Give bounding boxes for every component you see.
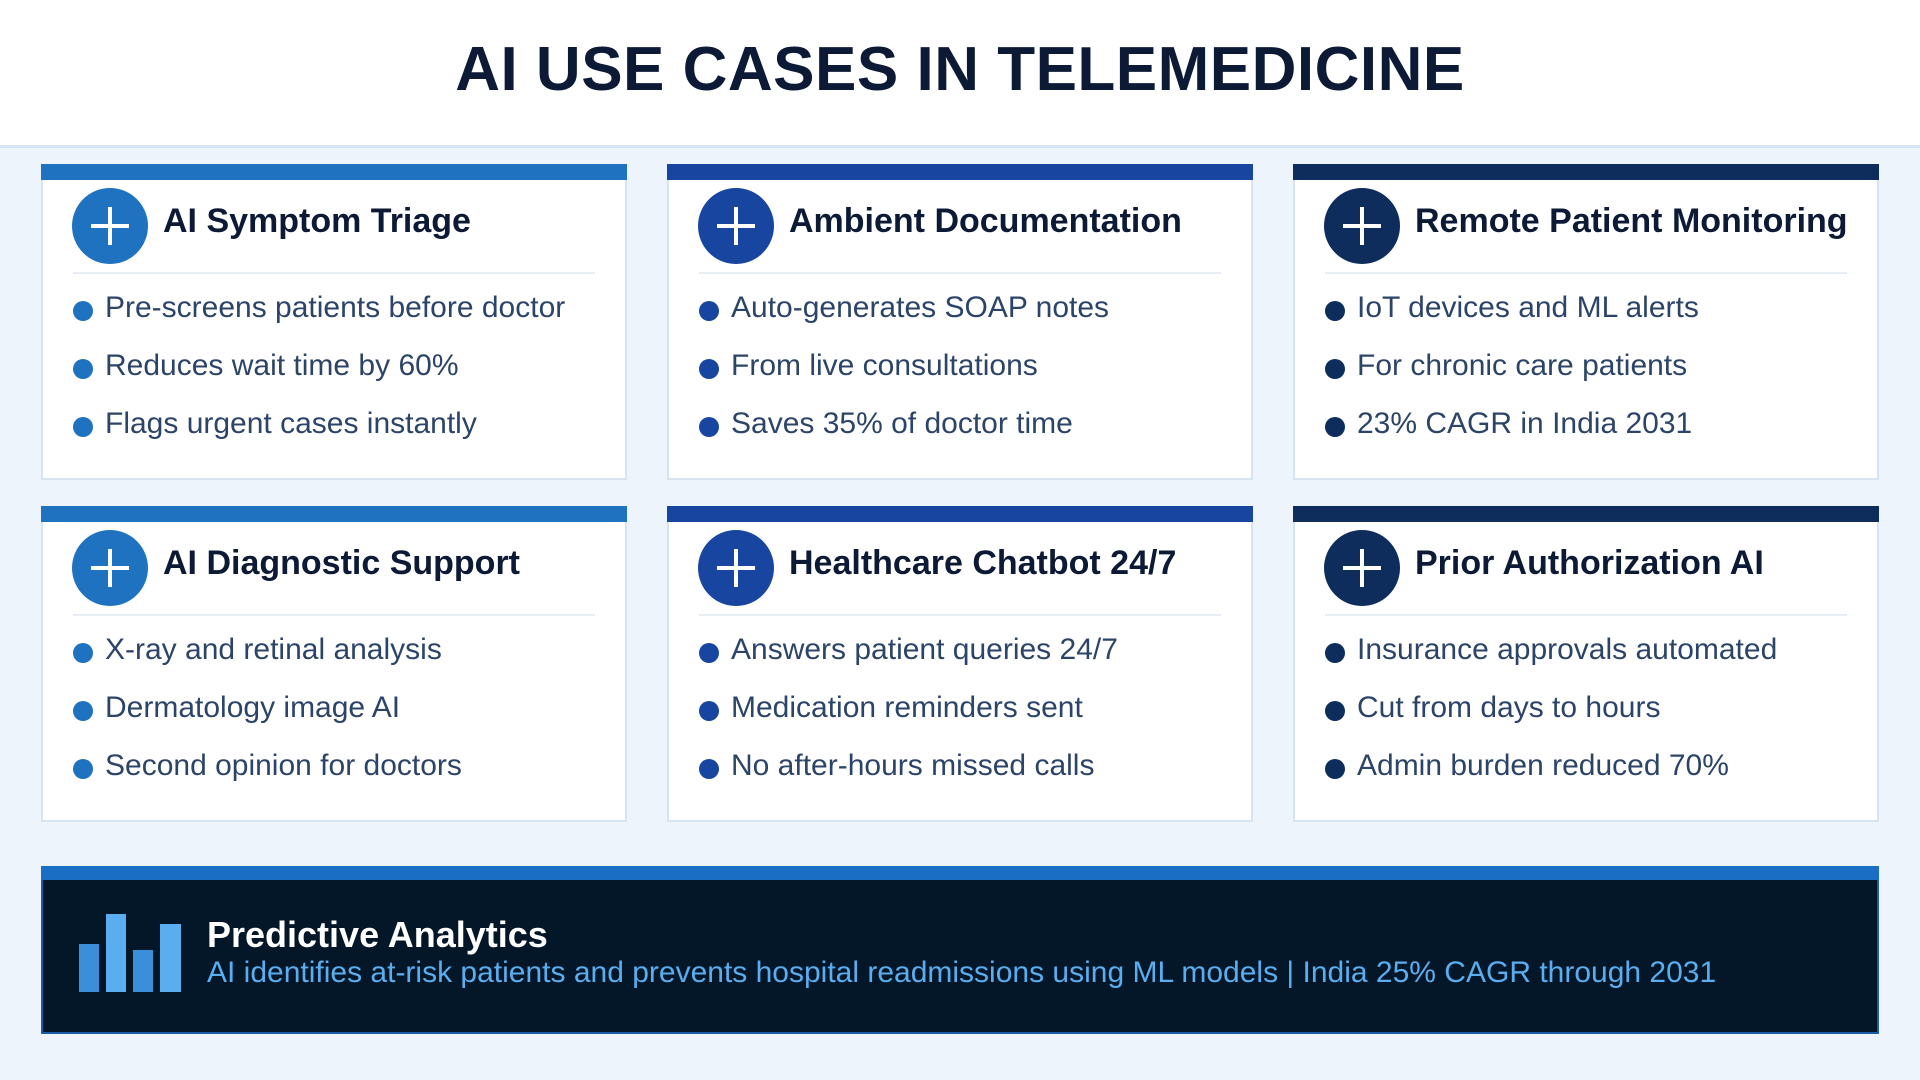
- card-accent-bar: [667, 164, 1253, 180]
- list-item-text: Saves 35% of doctor time: [731, 407, 1073, 440]
- bullet-icon: [699, 643, 719, 663]
- divider: [699, 272, 1221, 274]
- list-item-text: IoT devices and ML alerts: [1357, 291, 1699, 324]
- divider: [73, 272, 595, 274]
- plus-icon: [1324, 530, 1400, 606]
- card-list: Pre-screens patients before doctor Reduc…: [73, 288, 565, 462]
- card-title: Ambient Documentation: [789, 202, 1182, 240]
- card-accent-bar: [1293, 164, 1879, 180]
- bullet-icon: [699, 359, 719, 379]
- card-healthcare-chatbot: Healthcare Chatbot 24/7 Answers patient …: [667, 506, 1253, 822]
- card-title: AI Diagnostic Support: [163, 544, 520, 582]
- bar-chart-icon: [79, 914, 181, 992]
- list-item-text: No after-hours missed calls: [731, 749, 1095, 782]
- list-item: X-ray and retinal analysis: [73, 630, 462, 688]
- list-item: Pre-screens patients before doctor: [73, 288, 565, 346]
- list-item-text: Pre-screens patients before doctor: [105, 291, 566, 324]
- list-item-text: Admin burden reduced 70%: [1357, 749, 1729, 782]
- list-item: Reduces wait time by 60%: [73, 346, 565, 404]
- list-item-text: 23% CAGR in India 2031: [1357, 407, 1693, 440]
- card-remote-patient-monitoring: Remote Patient Monitoring IoT devices an…: [1293, 164, 1879, 480]
- list-item: For chronic care patients: [1325, 346, 1699, 404]
- card-title: Remote Patient Monitoring: [1415, 202, 1848, 240]
- banner-accent-bar: [41, 866, 1879, 880]
- bullet-icon: [73, 701, 93, 721]
- list-item-text: Dermatology image AI: [105, 691, 401, 724]
- list-item-text: For chronic care patients: [1357, 349, 1688, 382]
- bullet-icon: [1325, 759, 1345, 779]
- card-ai-symptom-triage: AI Symptom Triage Pre-screens patients b…: [41, 164, 627, 480]
- card-title: Prior Authorization AI: [1415, 544, 1764, 582]
- card-list: Insurance approvals automated Cut from d…: [1325, 630, 1777, 804]
- page-title: AI USE CASES IN TELEMEDICINE: [455, 35, 1465, 104]
- card-accent-bar: [667, 506, 1253, 522]
- list-item: Dermatology image AI: [73, 688, 462, 746]
- bullet-icon: [73, 359, 93, 379]
- bullet-icon: [1325, 417, 1345, 437]
- list-item-text: From live consultations: [731, 349, 1038, 382]
- list-item-text: Reduces wait time by 60%: [105, 349, 459, 382]
- list-item-text: Insurance approvals automated: [1357, 633, 1778, 666]
- bullet-icon: [1325, 301, 1345, 321]
- bullet-icon: [73, 643, 93, 663]
- bullet-icon: [1325, 359, 1345, 379]
- card-title: Healthcare Chatbot 24/7: [789, 544, 1177, 582]
- list-item: Cut from days to hours: [1325, 688, 1777, 746]
- divider: [699, 614, 1221, 616]
- list-item-text: Answers patient queries 24/7: [731, 633, 1118, 666]
- list-item-text: Second opinion for doctors: [105, 749, 462, 782]
- card-title: AI Symptom Triage: [163, 202, 471, 240]
- banner-description: AI identifies at-risk patients and preve…: [207, 956, 1717, 989]
- card-accent-bar: [41, 164, 627, 180]
- card-accent-bar: [1293, 506, 1879, 522]
- list-item: IoT devices and ML alerts: [1325, 288, 1699, 346]
- banner-title: Predictive Analytics: [207, 914, 548, 955]
- card-ai-diagnostic-support: AI Diagnostic Support X-ray and retinal …: [41, 506, 627, 822]
- plus-icon: [72, 188, 148, 264]
- list-item-text: Auto-generates SOAP notes: [731, 291, 1110, 324]
- bullet-icon: [699, 301, 719, 321]
- list-item: Auto-generates SOAP notes: [699, 288, 1109, 346]
- bullet-icon: [73, 417, 93, 437]
- list-item: Saves 35% of doctor time: [699, 404, 1109, 462]
- list-item: Answers patient queries 24/7: [699, 630, 1118, 688]
- list-item: From live consultations: [699, 346, 1109, 404]
- bullet-icon: [73, 759, 93, 779]
- list-item: No after-hours missed calls: [699, 746, 1118, 804]
- bullet-icon: [699, 759, 719, 779]
- bullet-icon: [73, 301, 93, 321]
- list-item: Admin burden reduced 70%: [1325, 746, 1777, 804]
- header: AI USE CASES IN TELEMEDICINE: [0, 0, 1920, 148]
- list-item: 23% CAGR in India 2031: [1325, 404, 1699, 462]
- plus-icon: [72, 530, 148, 606]
- card-list: IoT devices and ML alerts For chronic ca…: [1325, 288, 1699, 462]
- list-item-text: Medication reminders sent: [731, 691, 1083, 724]
- list-item-text: Flags urgent cases instantly: [105, 407, 477, 440]
- divider: [1325, 614, 1847, 616]
- list-item: Medication reminders sent: [699, 688, 1118, 746]
- list-item-text: Cut from days to hours: [1357, 691, 1661, 724]
- bullet-icon: [1325, 701, 1345, 721]
- divider: [73, 614, 595, 616]
- bullet-icon: [1325, 643, 1345, 663]
- predictive-analytics-banner: Predictive Analytics AI identifies at-ri…: [41, 866, 1879, 1034]
- list-item: Flags urgent cases instantly: [73, 404, 565, 462]
- bullet-icon: [699, 701, 719, 721]
- list-item-text: X-ray and retinal analysis: [105, 633, 442, 666]
- list-item: Second opinion for doctors: [73, 746, 462, 804]
- card-ambient-documentation: Ambient Documentation Auto-generates SOA…: [667, 164, 1253, 480]
- card-accent-bar: [41, 506, 627, 522]
- card-list: X-ray and retinal analysis Dermatology i…: [73, 630, 462, 804]
- list-item: Insurance approvals automated: [1325, 630, 1777, 688]
- plus-icon: [698, 530, 774, 606]
- card-list: Answers patient queries 24/7 Medication …: [699, 630, 1118, 804]
- card-list: Auto-generates SOAP notes From live cons…: [699, 288, 1109, 462]
- plus-icon: [1324, 188, 1400, 264]
- divider: [1325, 272, 1847, 274]
- bullet-icon: [699, 417, 719, 437]
- card-prior-authorization: Prior Authorization AI Insurance approva…: [1293, 506, 1879, 822]
- plus-icon: [698, 188, 774, 264]
